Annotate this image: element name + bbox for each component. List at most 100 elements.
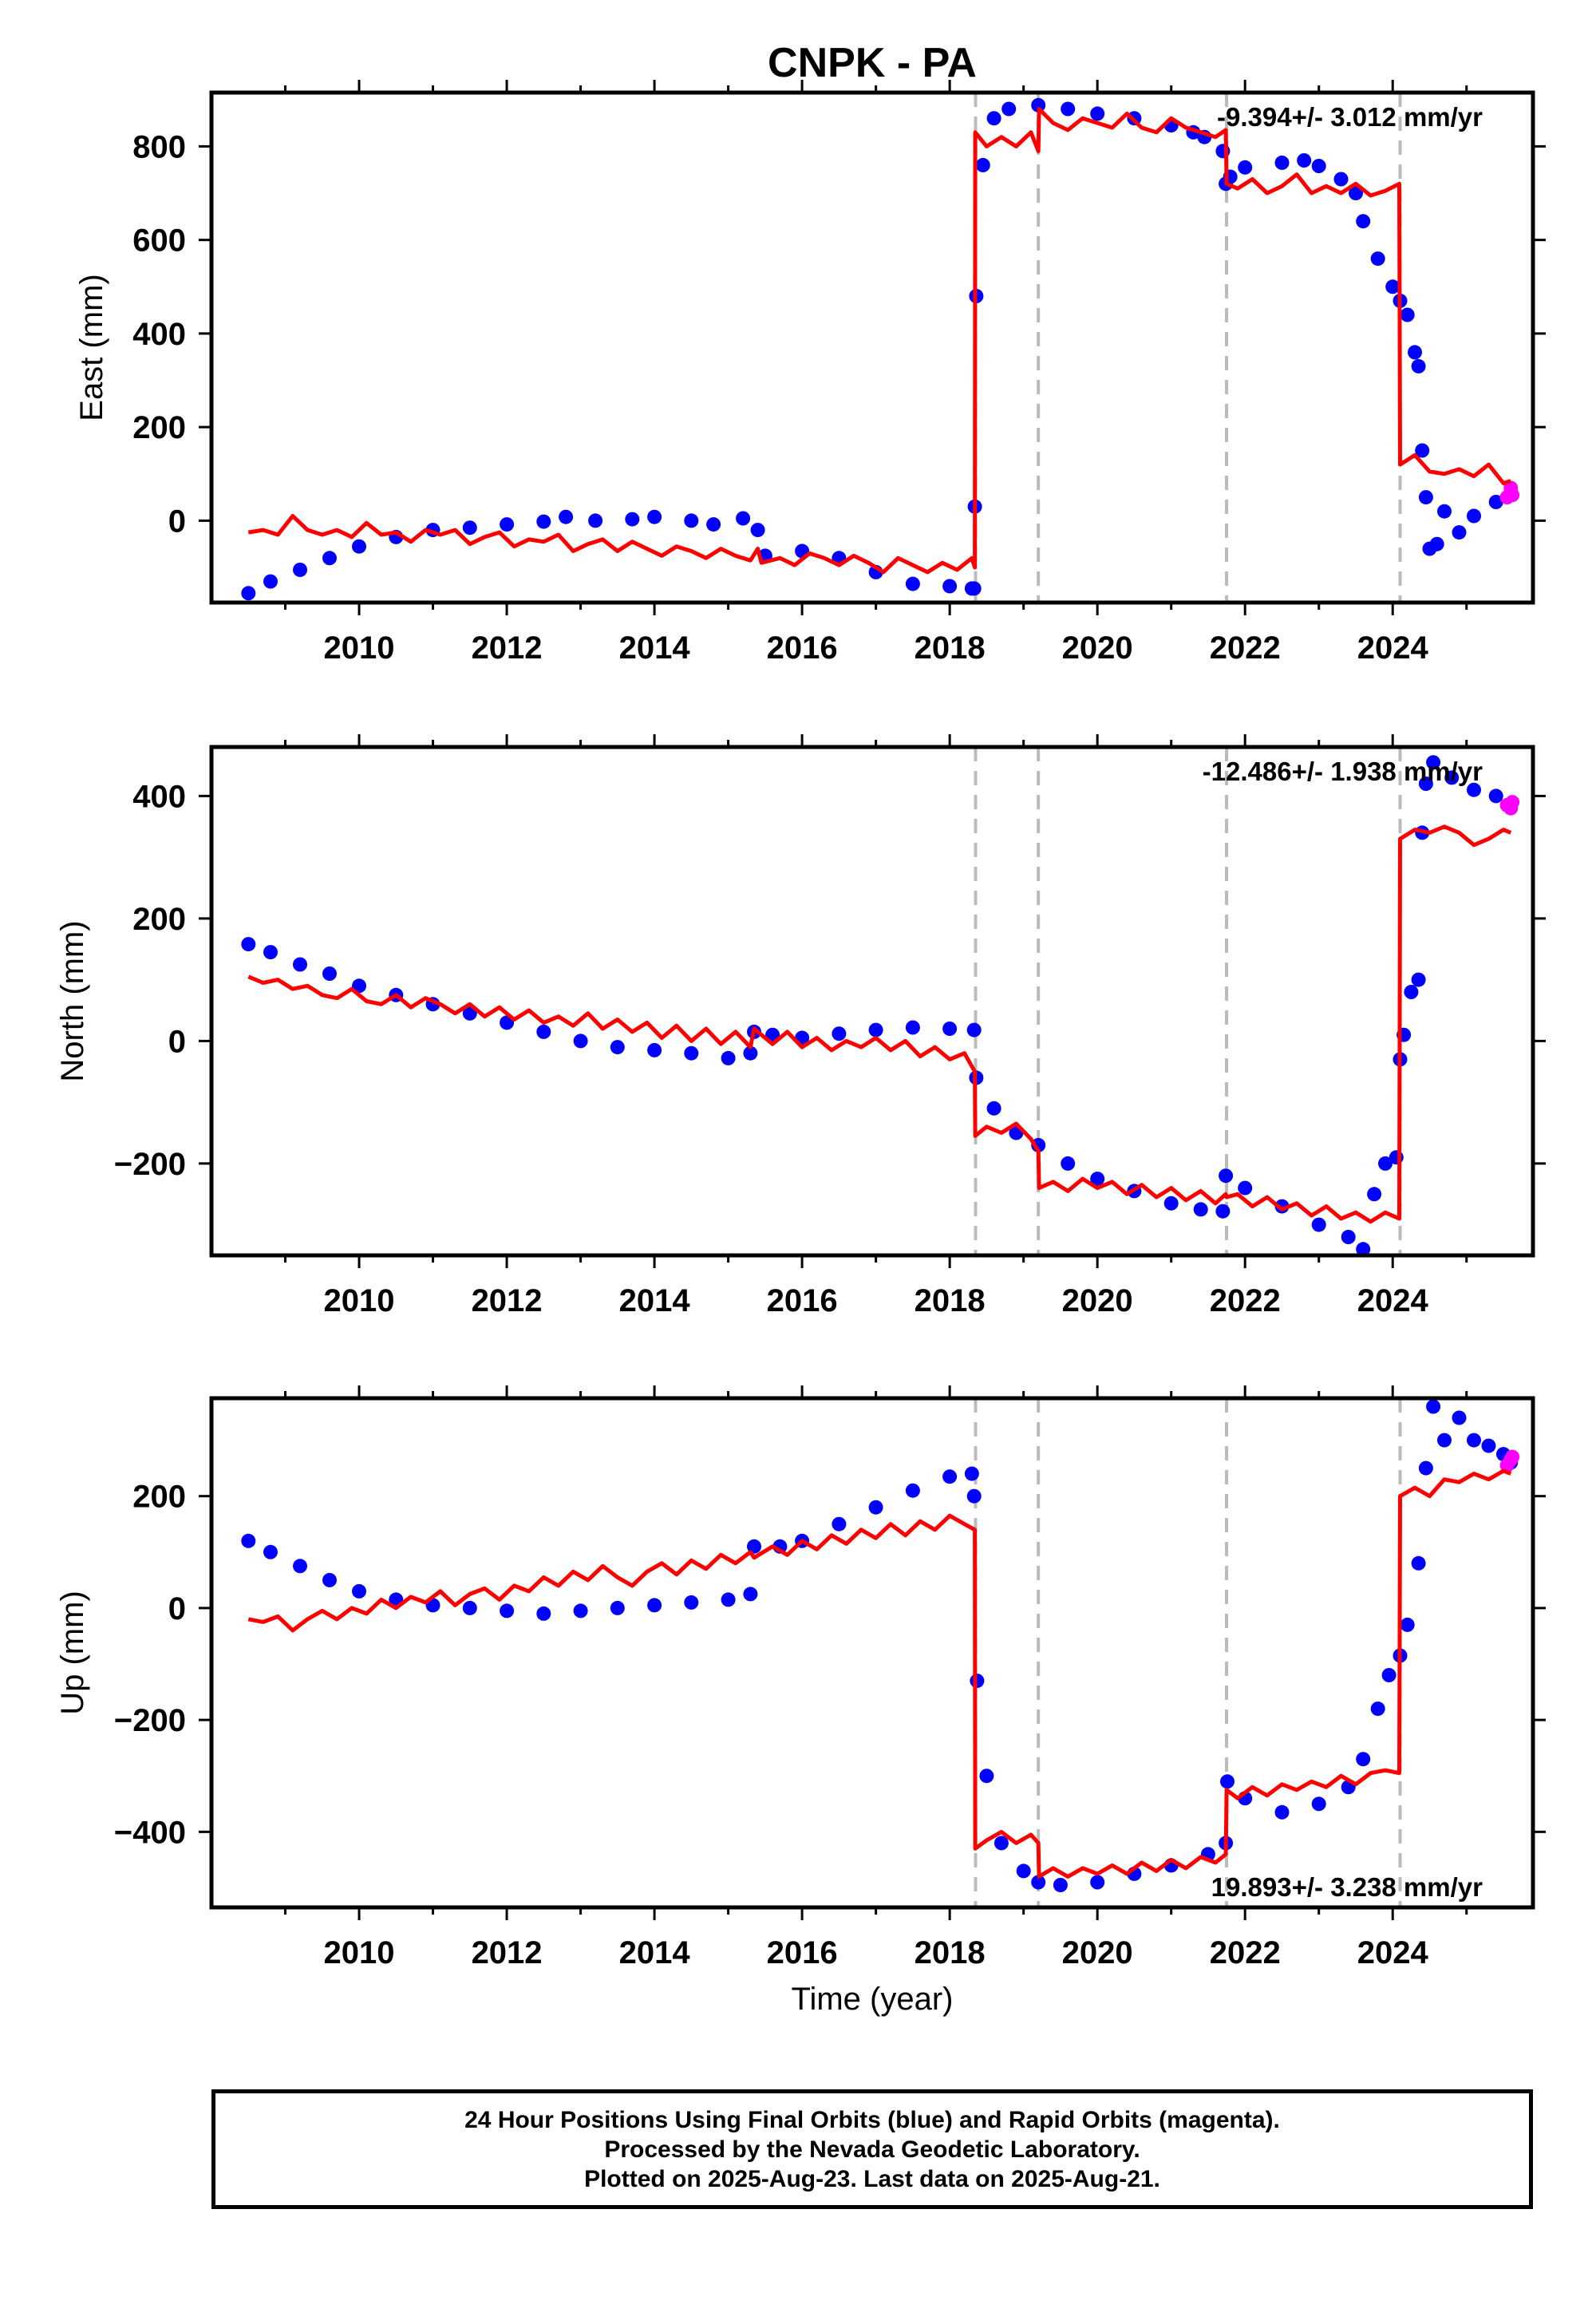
final-orbit-point [573,1034,588,1049]
final-orbit-point [263,1544,278,1559]
x-tick-label: 2010 [324,630,395,666]
chart-title: CNPK - PA [768,40,977,86]
final-orbit-point [868,1500,883,1515]
final-orbit-point [1238,160,1253,175]
final-orbit-point [721,1592,736,1607]
east-plot-area [241,93,1520,603]
x-tick-label: 2016 [767,1283,838,1318]
final-orbit-point [1053,1878,1068,1892]
final-orbit-point [1238,1180,1253,1196]
up-axis-label: Up (mm) [55,1591,90,1715]
y-tick-label: 200 [132,410,186,445]
final-orbit-point [293,1559,307,1574]
final-orbit-point [1411,358,1426,373]
final-orbit-point [1467,508,1481,524]
x-tick-label: 2024 [1357,1283,1429,1318]
footer-line-1: 24 Hour Positions Using Final Orbits (bl… [464,2106,1280,2133]
x-tick-label: 2010 [324,1935,395,1970]
final-orbit-point [1437,1433,1452,1448]
model-fit-line [247,107,1511,575]
east-axis-label: East (mm) [74,274,109,421]
final-orbit-point [1031,1875,1046,1890]
north-frame [209,745,1535,1258]
final-orbit-point [1381,1668,1396,1682]
final-orbit-point [1333,172,1349,187]
final-orbit-point [1311,1796,1326,1812]
final-orbit-point [536,1024,551,1039]
y-tick-label: 400 [132,317,186,352]
y-tick-label: 0 [168,1024,186,1059]
x-axis-title: Time (year) [792,1982,954,2017]
y-tick-label: 0 [168,1591,186,1626]
final-orbit-point [1400,1617,1415,1632]
final-orbit-point [647,509,662,524]
x-tick-label: 2014 [619,1283,691,1318]
final-orbit-point [942,1469,958,1484]
final-orbit-point [1411,1555,1426,1571]
final-orbit-point [1370,251,1385,267]
final-orbit-point [1418,1460,1433,1476]
model-fit-line [247,1468,1512,1879]
x-tick-label: 2022 [1210,1283,1281,1318]
x-tick-label: 2016 [767,1935,838,1970]
final-orbit-point [610,1040,625,1055]
final-orbit-point [832,1026,847,1041]
final-orbit-point [1426,1399,1441,1414]
x-tick-label: 2016 [767,630,838,666]
east-frame [209,90,1535,605]
final-orbit-point [684,1595,699,1610]
final-orbit-point [1426,755,1441,770]
final-orbit-point [1220,1774,1235,1789]
final-orbit-point [1437,504,1452,519]
final-orbit-point [868,1022,883,1037]
final-orbit-point [1488,495,1503,509]
north-panel: 2010 2012 2014 2016 2018 2020 2022 2024 400 200 0 −… [55,734,1546,1318]
final-orbit-point [352,539,366,554]
final-orbit-point [832,1516,847,1531]
final-orbit-point [750,523,765,538]
final-orbit-point [1215,1203,1231,1219]
x-tick-label: 2022 [1210,1935,1281,1970]
x-tick-label: 2012 [472,630,543,666]
final-orbit-point [462,1600,477,1615]
north-plot-area [241,747,1520,1255]
final-orbit-point [975,157,990,172]
x-tick-label: 2020 [1062,1283,1133,1318]
final-orbit-point [986,1101,1001,1116]
x-tick-label: 2014 [619,630,691,666]
final-orbit-point [966,1022,982,1037]
final-orbit-point [1311,1217,1326,1232]
final-orbit-point [241,586,256,601]
x-tick-label: 2020 [1062,1935,1133,1970]
final-orbit-point [743,1045,758,1061]
footer-line-3: Plotted on 2025-Aug-23. Last data on 202… [584,2165,1160,2192]
final-orbit-point [536,1606,551,1621]
final-orbit-point [1411,972,1426,987]
model-fit-line [247,824,1512,1224]
final-orbit-point [647,1042,662,1057]
rapid-orbit-point [1505,488,1520,503]
final-orbit-point [536,514,551,529]
final-orbit-point [1467,782,1481,797]
x-tick-label: 2018 [915,630,986,666]
final-orbit-point [942,579,958,594]
final-orbit-point [1429,536,1444,551]
time-series-chart: CNPK - PA 2010 2012 2014 2016 2018 2020 2022 20… [55,40,1546,2017]
final-orbit-point [994,1836,1009,1851]
final-orbit-point [610,1600,625,1615]
final-orbit-point [1418,777,1433,791]
final-orbit-point [1061,1156,1076,1171]
final-orbit-point [241,1533,256,1548]
final-orbit-point [263,945,278,960]
final-orbit-point [263,574,278,589]
x-tick-label: 2024 [1357,630,1429,666]
final-orbit-point [706,517,721,532]
final-orbit-point [966,581,982,596]
final-orbit-point [743,1587,758,1602]
final-orbit-point [352,978,366,994]
final-orbit-point [1349,186,1363,200]
east-panel: 2010 2012 2014 2016 2018 2020 2022 2024 800 600 40… [74,80,1546,666]
final-orbit-point [1400,307,1415,322]
final-orbit-point [1163,1196,1179,1211]
final-orbit-point [1452,525,1467,540]
